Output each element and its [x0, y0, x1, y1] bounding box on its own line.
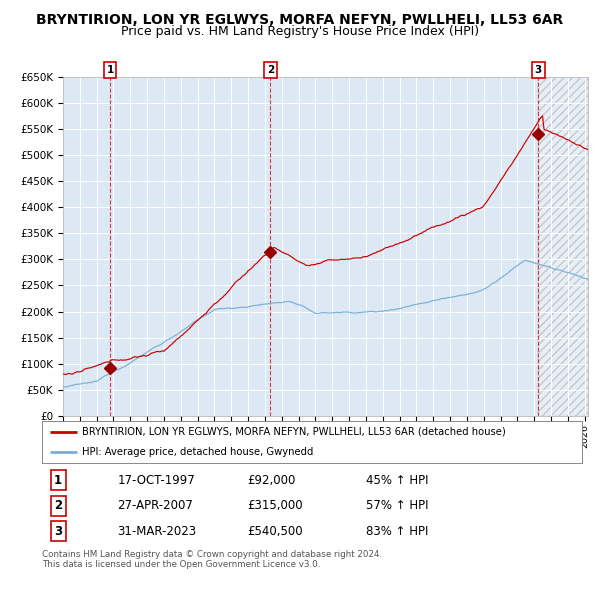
- Text: BRYNTIRION, LON YR EGLWYS, MORFA NEFYN, PWLLHELI, LL53 6AR: BRYNTIRION, LON YR EGLWYS, MORFA NEFYN, …: [37, 13, 563, 27]
- Text: £315,000: £315,000: [247, 499, 303, 513]
- Text: 83% ↑ HPI: 83% ↑ HPI: [366, 525, 428, 538]
- Text: 2: 2: [266, 65, 274, 75]
- Text: 3: 3: [535, 65, 542, 75]
- Text: 45% ↑ HPI: 45% ↑ HPI: [366, 474, 428, 487]
- Text: 31-MAR-2023: 31-MAR-2023: [118, 525, 197, 538]
- Text: Contains HM Land Registry data © Crown copyright and database right 2024.
This d: Contains HM Land Registry data © Crown c…: [42, 550, 382, 569]
- Text: 27-APR-2007: 27-APR-2007: [118, 499, 193, 513]
- Text: 1: 1: [106, 65, 114, 75]
- Text: 57% ↑ HPI: 57% ↑ HPI: [366, 499, 428, 513]
- Bar: [538, 77, 588, 416]
- Text: 17-OCT-1997: 17-OCT-1997: [118, 474, 196, 487]
- Text: HPI: Average price, detached house, Gwynedd: HPI: Average price, detached house, Gwyn…: [83, 447, 314, 457]
- Text: 3: 3: [54, 525, 62, 538]
- Text: BRYNTIRION, LON YR EGLWYS, MORFA NEFYN, PWLLHELI, LL53 6AR (detached house): BRYNTIRION, LON YR EGLWYS, MORFA NEFYN, …: [83, 427, 506, 437]
- Text: 1: 1: [54, 474, 62, 487]
- Text: £92,000: £92,000: [247, 474, 296, 487]
- Text: Price paid vs. HM Land Registry's House Price Index (HPI): Price paid vs. HM Land Registry's House …: [121, 25, 479, 38]
- Text: £540,500: £540,500: [247, 525, 303, 538]
- Text: 2: 2: [54, 499, 62, 513]
